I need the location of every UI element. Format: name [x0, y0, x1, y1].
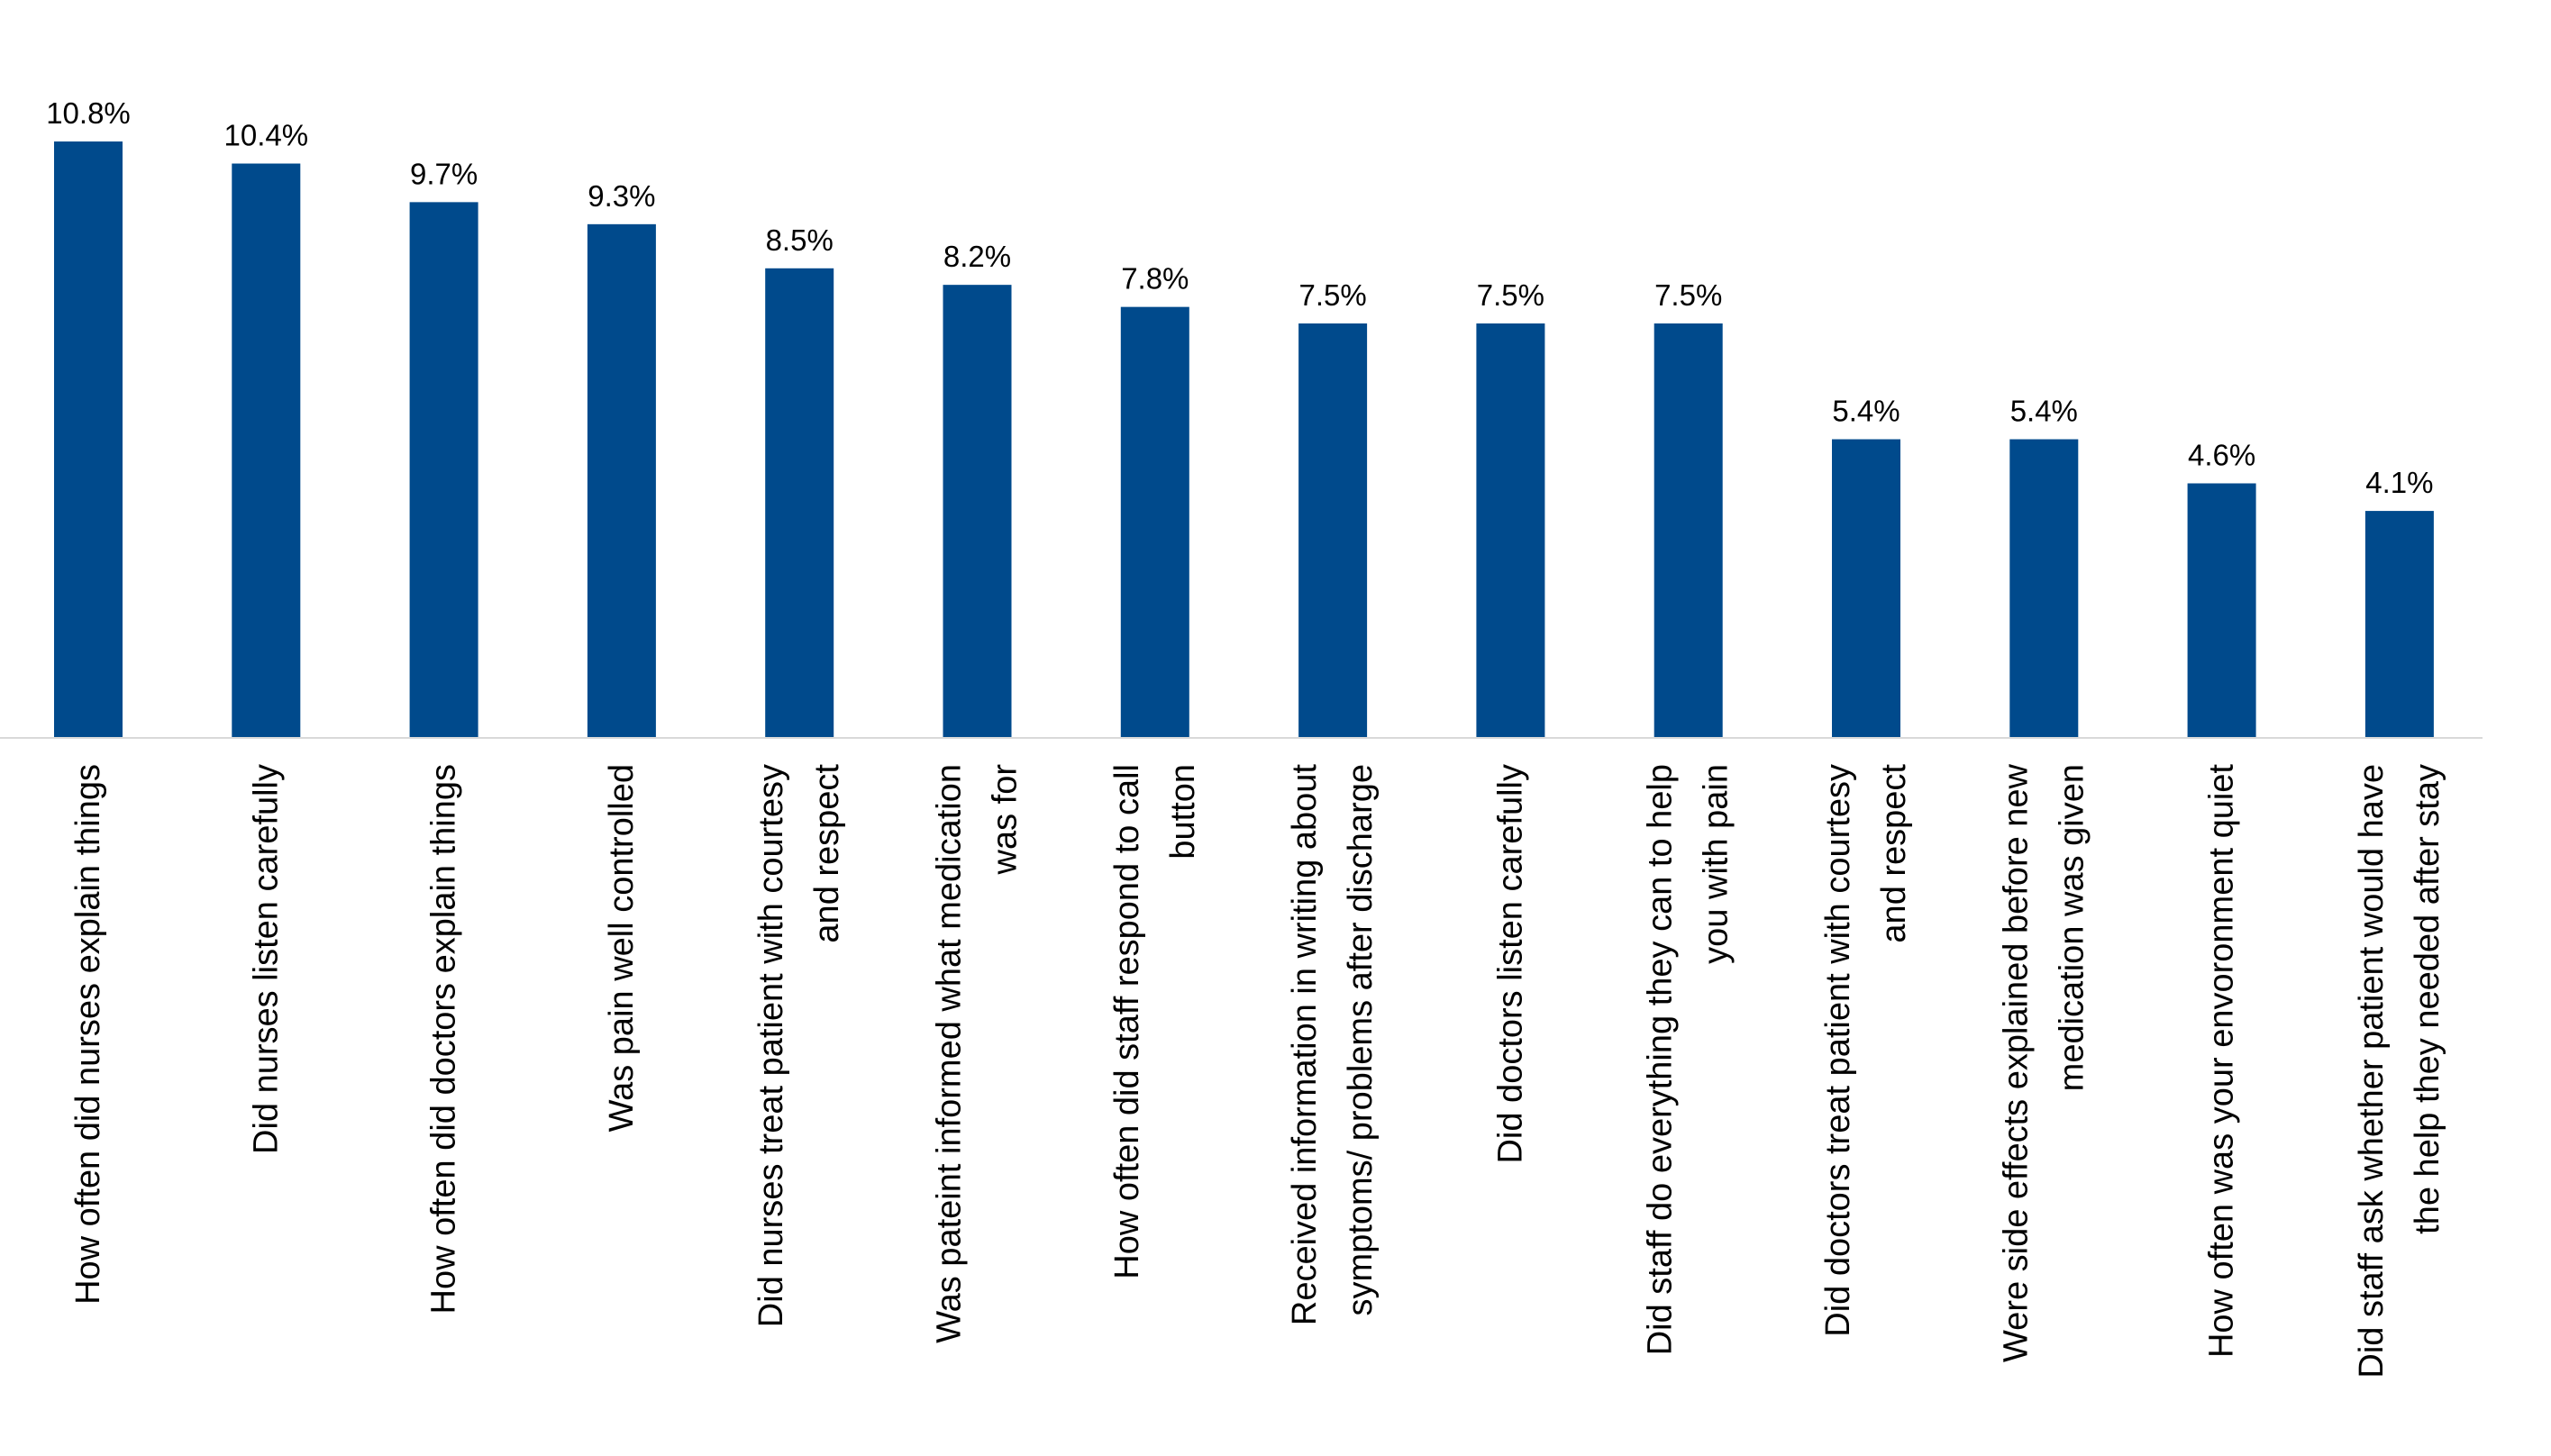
category-label-7: How often did staff respond to call butto…: [1108, 764, 1202, 1279]
category-label-12-line-2: medication was given: [2053, 764, 2091, 1091]
data-label-8: 7.5%: [1298, 278, 1366, 312]
category-label-14-line-2: the help they needed after stay: [2409, 764, 2446, 1234]
category-label-13: How often was your envoronment quiet: [2203, 764, 2241, 1358]
category-label-5: Did nurses treat patient with courtesy an…: [752, 764, 846, 1328]
data-label-13: 4.6%: [2188, 438, 2255, 471]
data-label-10: 7.5%: [1654, 278, 1722, 312]
data-label-4: 9.3%: [588, 179, 655, 213]
category-label-5-line-2: and respect: [808, 764, 846, 943]
bars-group: [54, 141, 2434, 738]
category-label-8-line-2: symptoms/ problems after discharge: [1342, 764, 1380, 1315]
category-label-12: Were side effects explained before new me…: [1997, 763, 2091, 1362]
category-label-6: Was pateint informed what medication was …: [931, 764, 1025, 1343]
category-label-14: Did staff ask whether patient would have…: [2353, 764, 2446, 1379]
bar-14: [2364, 511, 2434, 737]
category-label-11-line-2: and respect: [1875, 764, 1913, 943]
category-labels-group: How often did nurses explain things Did n…: [69, 763, 2446, 1378]
category-label-3-line-1: How often did doctors explain things: [425, 764, 463, 1314]
category-label-12-line-1: Were side effects explained before new: [1997, 763, 2035, 1362]
bar-13: [2187, 483, 2256, 737]
value-labels-group: 10.8% 10.4% 9.7% 9.3% 8.5% 8.2% 7.8% 7.5% 7.5% 7.…: [46, 96, 2433, 499]
bar-9: [1476, 323, 1545, 737]
category-label-6-line-1: Was pateint informed what medication: [931, 764, 969, 1343]
category-label-14-line-1: Did staff ask whether patient would have: [2353, 764, 2391, 1379]
category-label-10-line-1: Did staff do everything they can to help: [1642, 764, 1680, 1355]
bar-12: [2009, 439, 2079, 737]
bar-5: [765, 268, 834, 737]
category-label-1-line-1: How often did nurses explain things: [69, 764, 107, 1305]
category-label-7-line-2: button: [1164, 764, 1202, 860]
category-label-4-line-1: Was pain well controlled: [603, 764, 641, 1132]
bar-7: [1120, 306, 1189, 737]
category-label-2: Did nurses listen carefully: [247, 764, 285, 1154]
data-label-1: 10.8%: [46, 96, 131, 130]
data-label-3: 9.7%: [410, 157, 478, 190]
category-label-13-line-1: How often was your envoronment quiet: [2203, 764, 2241, 1358]
data-label-6: 8.2%: [943, 240, 1011, 273]
category-label-10: Did staff do everything they can to help…: [1642, 764, 1736, 1355]
category-label-5-line-1: Did nurses treat patient with courtesy: [752, 764, 790, 1327]
bar-8: [1298, 323, 1368, 737]
bar-3: [409, 202, 478, 738]
category-label-11: Did doctors treat patient with courtesy a…: [1819, 764, 1913, 1337]
category-label-11-line-1: Did doctors treat patient with courtesy: [1819, 764, 1857, 1337]
category-label-8: Received information in writing about sym…: [1286, 764, 1380, 1326]
data-label-2: 10.4%: [224, 119, 309, 152]
category-label-8-line-1: Received information in writing about: [1286, 764, 1324, 1326]
category-label-6-line-2: was for: [987, 764, 1025, 876]
bar-11: [1832, 439, 1900, 737]
bar-1: [54, 141, 123, 738]
category-label-9: Did doctors listen carefully: [1491, 764, 1529, 1164]
category-label-1: How often did nurses explain things: [69, 764, 107, 1305]
category-label-10-line-2: you with pain: [1698, 764, 1736, 964]
bar-10: [1654, 323, 1723, 737]
data-label-7: 7.8%: [1121, 262, 1189, 296]
bar-2: [232, 163, 301, 737]
category-label-4: Was pain well controlled: [603, 764, 641, 1132]
data-label-14: 4.1%: [2365, 466, 2433, 499]
bar-6: [943, 285, 1012, 737]
category-label-7-line-1: How often did staff respond to call: [1108, 764, 1146, 1279]
data-label-5: 8.5%: [766, 223, 834, 257]
category-label-9-line-1: Did doctors listen carefully: [1491, 764, 1529, 1164]
data-label-11: 5.4%: [1832, 395, 1900, 428]
category-label-3: How often did doctors explain things: [425, 764, 463, 1314]
category-label-2-line-1: Did nurses listen carefully: [247, 764, 285, 1154]
bar-4: [587, 223, 656, 738]
data-label-12: 5.4%: [2010, 395, 2078, 428]
data-label-9: 7.5%: [1477, 278, 1544, 312]
